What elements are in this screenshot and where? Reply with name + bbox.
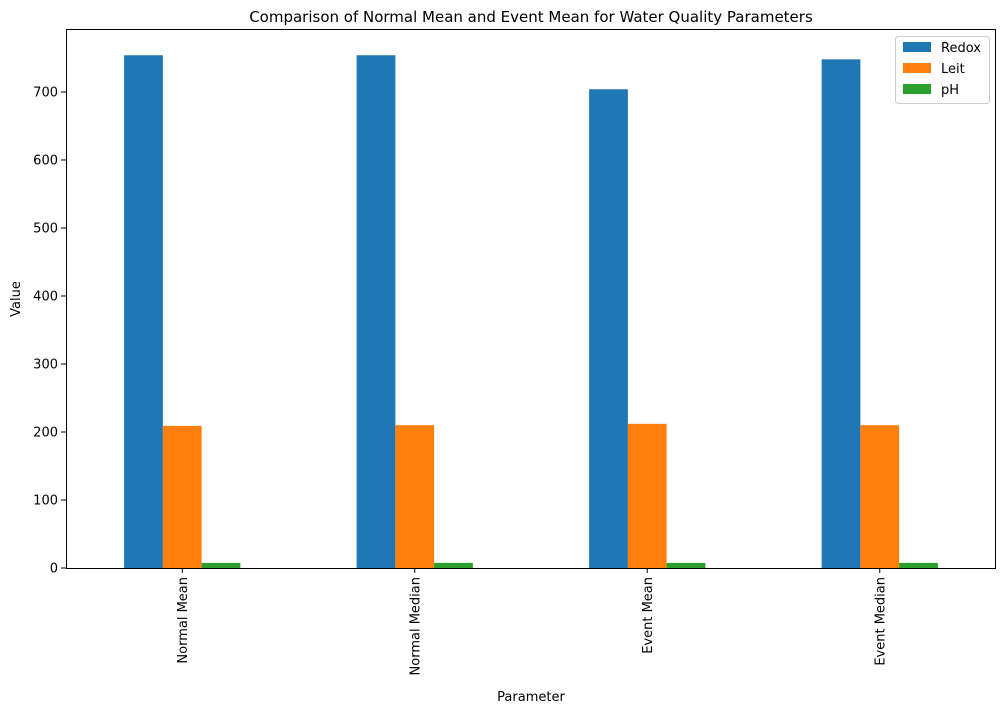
legend: Redox Leit pH (895, 36, 990, 104)
y-axis-label: Value (9, 281, 24, 317)
bar-ph-normal-median (434, 562, 473, 568)
bars-group (124, 55, 938, 568)
y-tick-label: 700 (33, 85, 58, 100)
bar-redox-normal-median (356, 55, 396, 568)
y-tick-label: 100 (33, 493, 58, 508)
y-tick-label: 300 (33, 357, 58, 372)
bar-leit-normal-mean (162, 425, 202, 568)
chart-title: Comparison of Normal Mean and Event Mean… (249, 8, 813, 26)
y-tick-label: 600 (33, 153, 58, 168)
legend-label-ph: pH (941, 83, 959, 98)
y-tick-label: 200 (33, 425, 58, 440)
bar-ph-event-median (899, 562, 938, 568)
legend-swatch-redox (903, 42, 931, 52)
legend-swatch-ph (903, 84, 931, 94)
bar-redox-event-median (821, 59, 861, 568)
bar-ph-normal-mean (201, 562, 241, 568)
x-axis-label: Parameter (497, 690, 565, 705)
bar-redox-event-mean (589, 89, 628, 568)
legend-label-leit: Leit (941, 62, 965, 77)
bar-leit-event-median (860, 425, 900, 568)
y-tick-label: 400 (33, 289, 58, 304)
x-tick-label: Event Mean (641, 577, 656, 654)
x-axis: Normal Mean Normal Median Event Mean Event … (176, 568, 888, 675)
y-axis: 0 100 200 300 400 500 600 700 (33, 85, 66, 577)
legend-swatch-leit (903, 63, 931, 73)
bar-redox-normal-mean (124, 55, 163, 568)
bar-ph-event-mean (666, 562, 706, 568)
x-tick-label: Normal Median (408, 577, 423, 675)
y-tick-label: 0 (50, 562, 58, 577)
bar-leit-normal-median (395, 425, 435, 568)
bar-leit-event-mean (627, 423, 667, 568)
x-tick-label: Normal Mean (176, 577, 191, 664)
legend-label-redox: Redox (941, 41, 981, 56)
y-tick-label: 500 (33, 221, 58, 236)
x-tick-label: Event Median (873, 577, 888, 666)
plot-frame (66, 29, 996, 569)
